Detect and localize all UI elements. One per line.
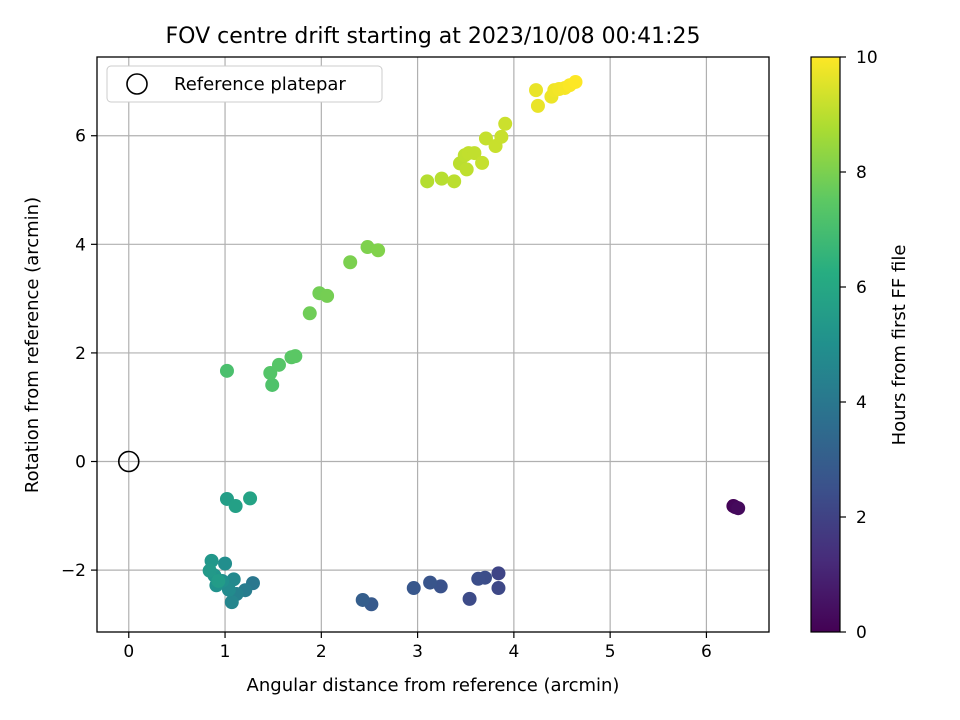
colorbar: 0 2 4 6 8 10 Hours from first FF file (810, 48, 910, 643)
colorbar-tick-label: 6 (856, 278, 867, 298)
data-point (202, 563, 217, 578)
x-axis-label: Angular distance from reference (arcmin) (247, 675, 620, 696)
data-point (491, 581, 506, 596)
data-point (218, 556, 233, 571)
x-tick-label: 0 (123, 642, 134, 662)
data-point (475, 155, 490, 170)
data-point (471, 571, 486, 586)
colorbar-tick-label: 4 (856, 393, 867, 413)
data-point (360, 240, 375, 255)
data-point (447, 174, 462, 189)
data-point (265, 377, 280, 392)
y-tick-label: 6 (75, 127, 86, 147)
data-point (467, 146, 482, 161)
colorbar-gradient (810, 56, 841, 633)
colorbar-tick-label: 2 (856, 508, 867, 528)
data-point (462, 591, 477, 606)
data-point (478, 131, 493, 146)
data-point (211, 573, 226, 588)
data-point (491, 566, 506, 581)
legend-entry-reference-platepar: Reference platepar (174, 74, 346, 95)
reference-platepar-marker (117, 450, 140, 473)
data-point (498, 116, 513, 131)
data-point (243, 491, 258, 506)
data-point (320, 288, 335, 303)
plot-area-frame (96, 56, 770, 633)
data-point (433, 579, 448, 594)
x-tick-label: 6 (701, 642, 712, 662)
y-tick-label: 2 (75, 344, 86, 364)
x-tick-label: 1 (220, 642, 231, 662)
data-point (423, 575, 438, 590)
y-tick-label: 4 (75, 235, 86, 255)
data-point (355, 592, 370, 607)
y-tick-label: −2 (61, 561, 86, 581)
x-tick-label: 3 (412, 642, 423, 662)
legend-marker (126, 73, 148, 95)
colorbar-tick-label: 10 (856, 48, 878, 68)
grid-lines (97, 57, 769, 632)
y-tick-label: 0 (75, 453, 86, 473)
data-point (529, 83, 544, 98)
chart-title: FOV centre drift starting at 2023/10/08 … (166, 24, 701, 49)
data-point (302, 306, 317, 321)
y-axis-ticks: −2 0 2 4 6 (61, 127, 97, 581)
data-point (494, 129, 509, 144)
data-point (228, 499, 243, 514)
data-point (219, 363, 234, 378)
legend-box (106, 65, 383, 103)
x-tick-label: 4 (508, 642, 519, 662)
y-axis-label: Rotation from reference (arcmin) (22, 197, 43, 493)
x-tick-label: 2 (316, 642, 327, 662)
data-point (530, 98, 545, 113)
data-point (343, 255, 358, 270)
data-point (459, 162, 474, 177)
colorbar-tick-label: 8 (856, 163, 867, 183)
x-axis-ticks: 0 1 2 3 4 5 6 (123, 632, 712, 662)
colorbar-label: Hours from first FF file (889, 245, 910, 446)
colorbar-ticks: 0 2 4 6 8 10 (840, 48, 878, 643)
legend: Reference platepar (106, 65, 383, 103)
data-point (371, 243, 386, 258)
data-point (434, 171, 449, 186)
data-point (568, 74, 583, 89)
data-point (731, 501, 746, 516)
data-point (420, 174, 435, 189)
colorbar-tick-label: 0 (856, 623, 867, 643)
data-point (224, 595, 239, 610)
data-point (288, 349, 303, 364)
data-points (202, 74, 746, 612)
data-point (271, 357, 286, 372)
data-point (406, 581, 421, 596)
x-tick-label: 5 (605, 642, 616, 662)
